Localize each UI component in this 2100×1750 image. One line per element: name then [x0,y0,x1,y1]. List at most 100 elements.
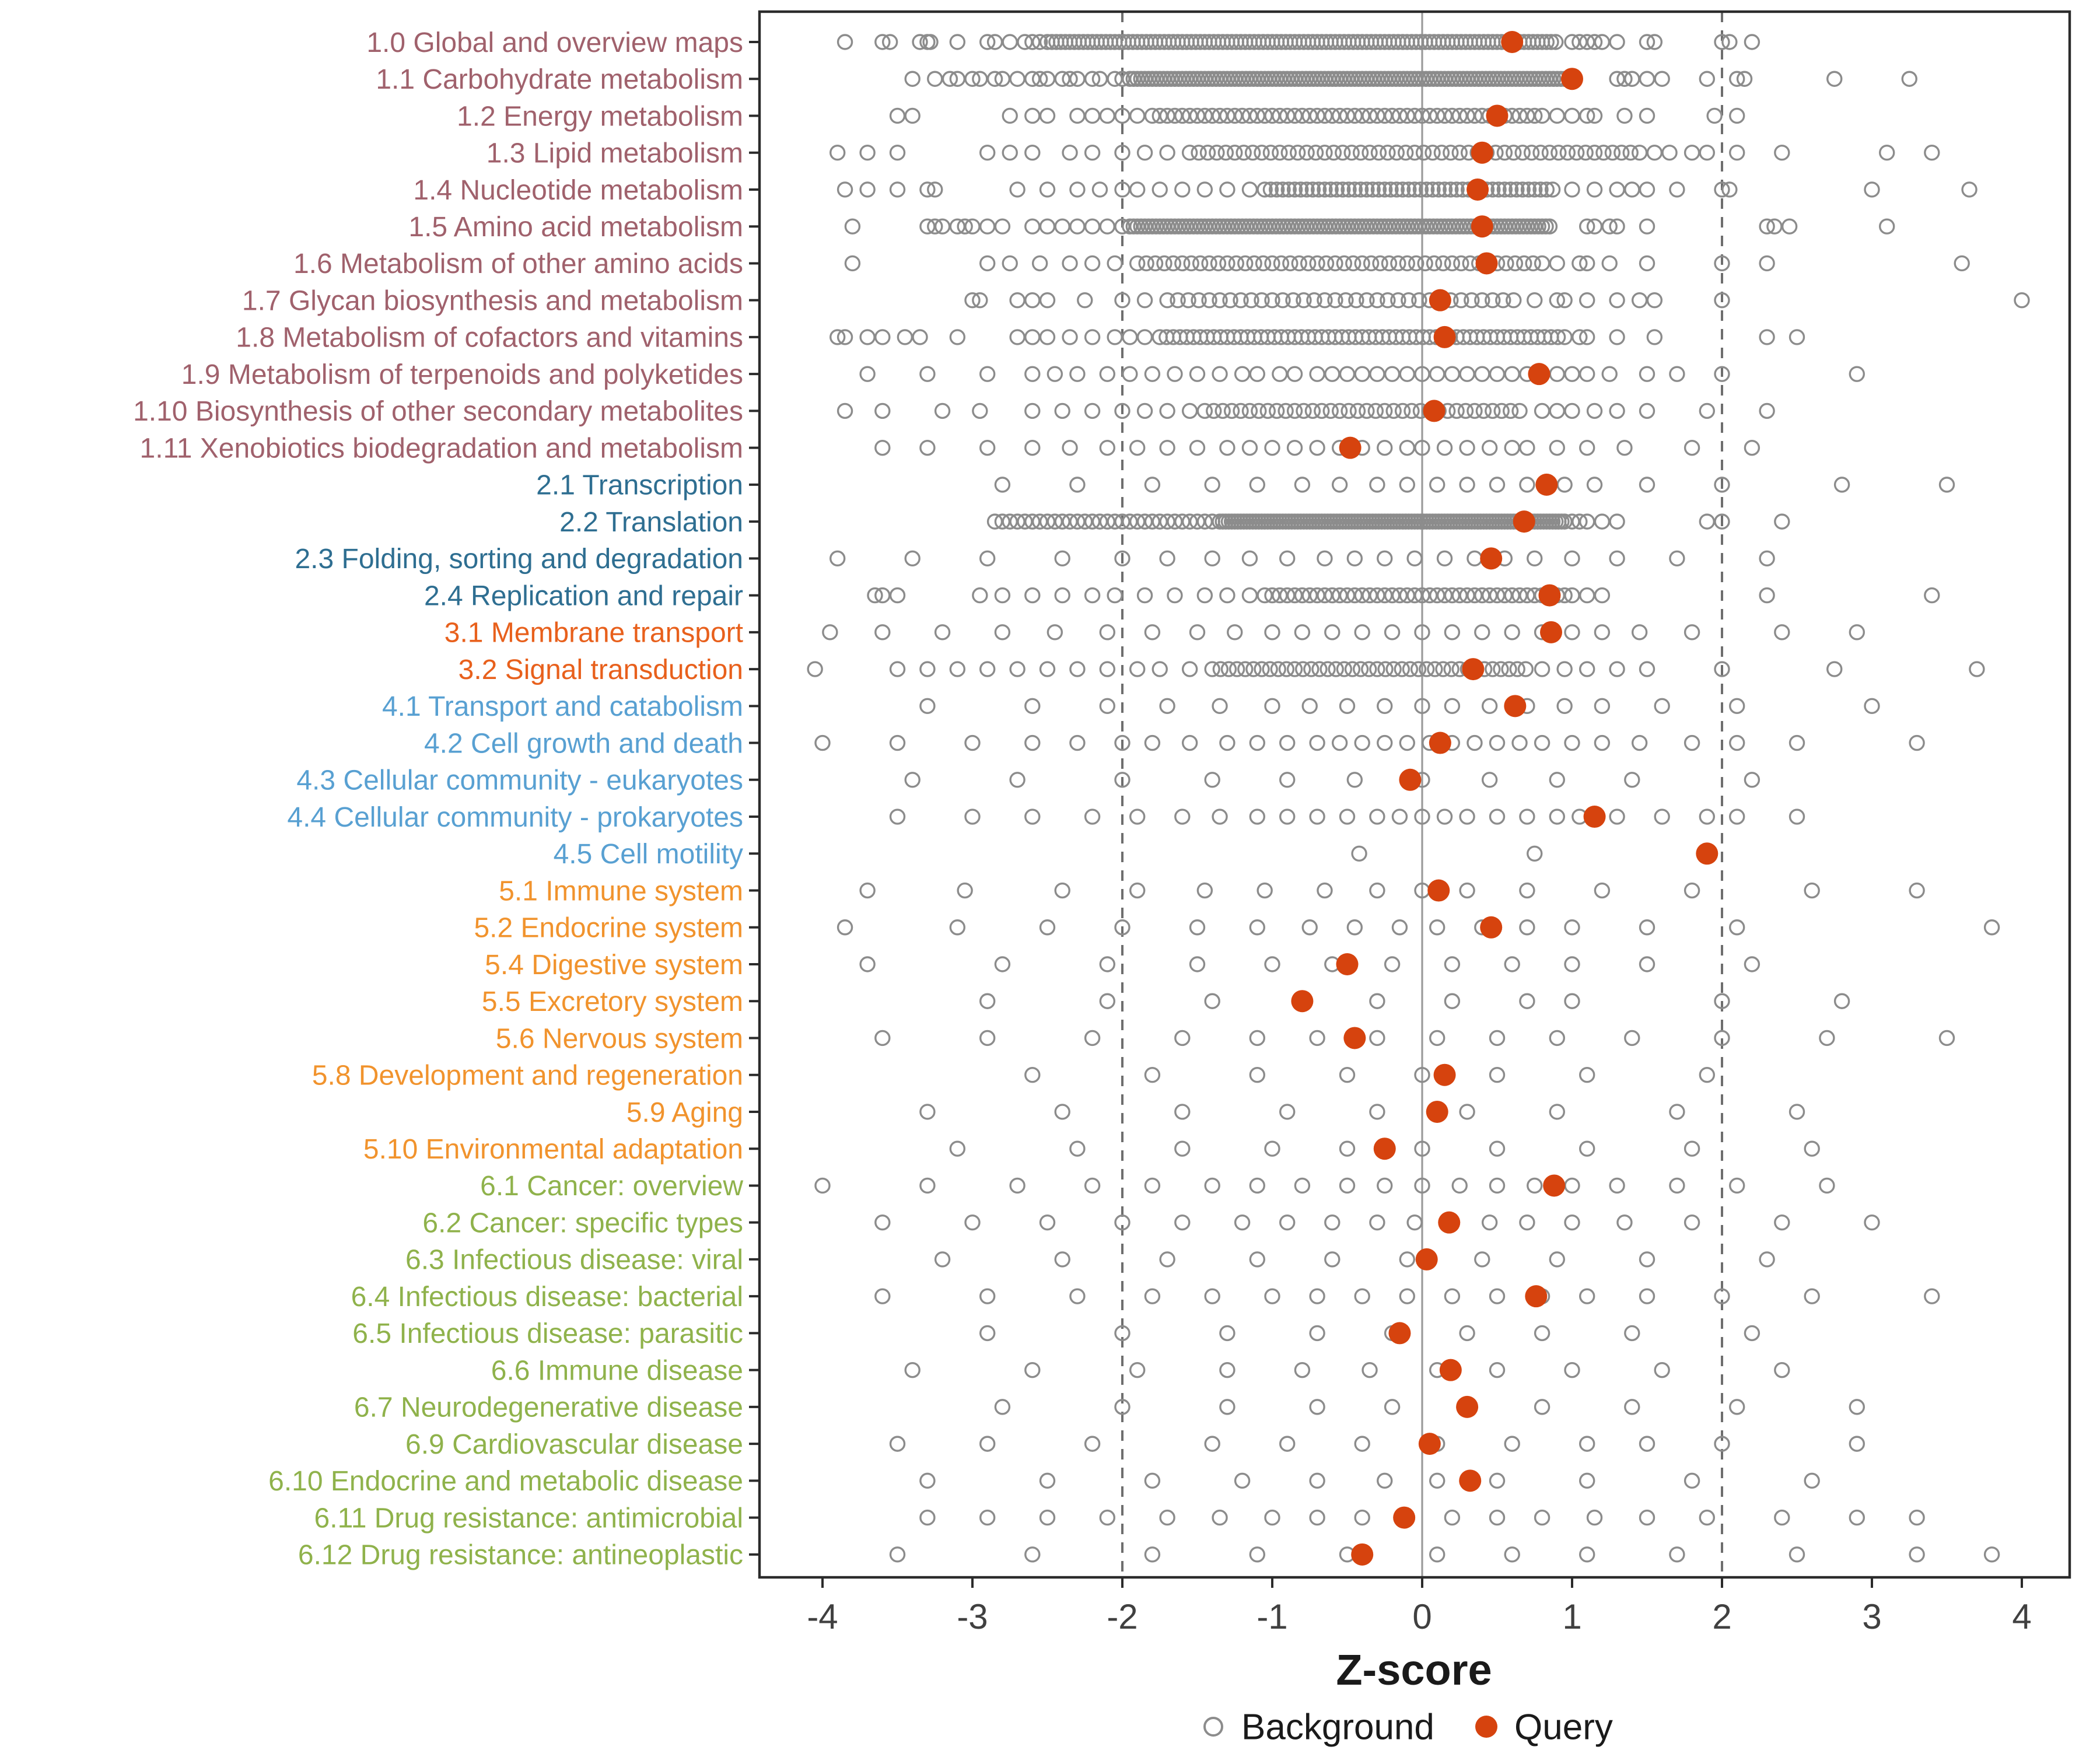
background-point [1639,402,1656,419]
background-point [994,587,1011,604]
background-point [1039,292,1056,309]
query-point [1439,1359,1462,1381]
background-point [1099,1509,1116,1526]
background-point [1024,366,1041,382]
background-point [874,1288,891,1304]
background-point [1474,292,1490,309]
background-point [1167,107,1183,124]
background-point [874,439,891,456]
background-point [1318,255,1335,272]
background-point [1322,181,1339,198]
background-point [1543,34,1559,50]
background-point [1282,255,1298,272]
background-point [1152,181,1168,198]
background-point [1459,439,1475,456]
background-point [1504,1546,1520,1563]
background-point [1278,402,1294,419]
background-point [1084,587,1101,604]
background-point [1159,698,1175,715]
background-point [1774,1362,1790,1378]
background-point [1878,218,1895,235]
background-point [1147,255,1164,272]
background-point [1564,181,1580,198]
background-point [1646,329,1663,345]
background-point [1204,1177,1220,1194]
background-point [994,956,1011,972]
background-point [844,255,861,272]
background-point [904,71,921,87]
background-point [927,181,943,198]
background-point [1069,1288,1086,1304]
background-point [1084,329,1101,345]
background-point [1549,1104,1566,1120]
background-point [1444,1288,1461,1304]
background-point [1129,882,1146,899]
background-point [1728,734,1745,751]
background-point [1214,402,1231,419]
background-point [1489,1030,1506,1046]
background-point [1502,402,1519,419]
background-point [1506,145,1522,161]
background-point [1714,366,1730,382]
query-point [1418,1433,1441,1455]
background-point [1114,402,1130,419]
background-point [1444,956,1461,972]
background-point [1309,1288,1325,1304]
background-point [979,1509,996,1526]
background-point [1181,661,1198,677]
background-point [1339,1067,1356,1083]
background-point [1340,402,1357,419]
background-point [1317,292,1333,309]
background-point [1556,661,1573,677]
background-point [1443,145,1459,161]
background-point [1534,661,1550,677]
background-point [1286,439,1303,456]
background-point [972,402,988,419]
query-point [1459,1469,1482,1492]
background-point [1054,513,1070,530]
background-point [1286,661,1303,677]
background-point [1909,1546,1925,1563]
background-point [1294,624,1311,640]
background-point [1204,1288,1220,1304]
background-point [1556,292,1573,309]
background-point [1354,624,1370,640]
background-point [1244,145,1261,161]
category-label: 5.4 Digestive system [485,950,743,981]
background-point [1391,919,1408,936]
background-point [1296,292,1312,309]
background-point [1196,181,1213,198]
background-point [874,1214,891,1231]
background-point [1924,587,1940,604]
background-point [949,919,966,936]
background-point [919,698,936,715]
background-point [1189,439,1206,456]
background-point [1394,402,1411,419]
background-point [1377,402,1393,419]
background-point [1399,255,1416,272]
background-point [1759,218,1775,235]
background-point [1219,734,1236,751]
background-point [1594,34,1611,50]
background-point [1609,550,1625,567]
background-point [1144,1067,1161,1083]
background-point [1165,255,1182,272]
background-point [1054,1104,1070,1120]
background-point [1983,1546,2000,1563]
background-point [1849,1399,1866,1415]
background-point [1259,402,1276,419]
background-point [1279,550,1296,567]
background-point [1774,1214,1790,1231]
background-point [1372,255,1388,272]
background-point [1039,329,1056,345]
background-point [1578,1288,1595,1304]
background-point [1504,956,1520,972]
background-point [1222,292,1238,309]
background-point [972,587,988,604]
category-label: 1.11 Xenobiotics biodegradation and meta… [140,433,743,464]
category-label: 3.2 Signal transduction [459,654,743,685]
background-point [1578,1546,1595,1563]
background-point [1684,1472,1700,1489]
background-point [1249,1251,1266,1268]
background-point [1039,1509,1056,1526]
